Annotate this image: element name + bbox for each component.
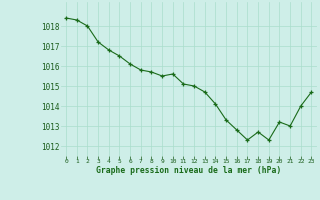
X-axis label: Graphe pression niveau de la mer (hPa): Graphe pression niveau de la mer (hPa) xyxy=(96,166,281,175)
